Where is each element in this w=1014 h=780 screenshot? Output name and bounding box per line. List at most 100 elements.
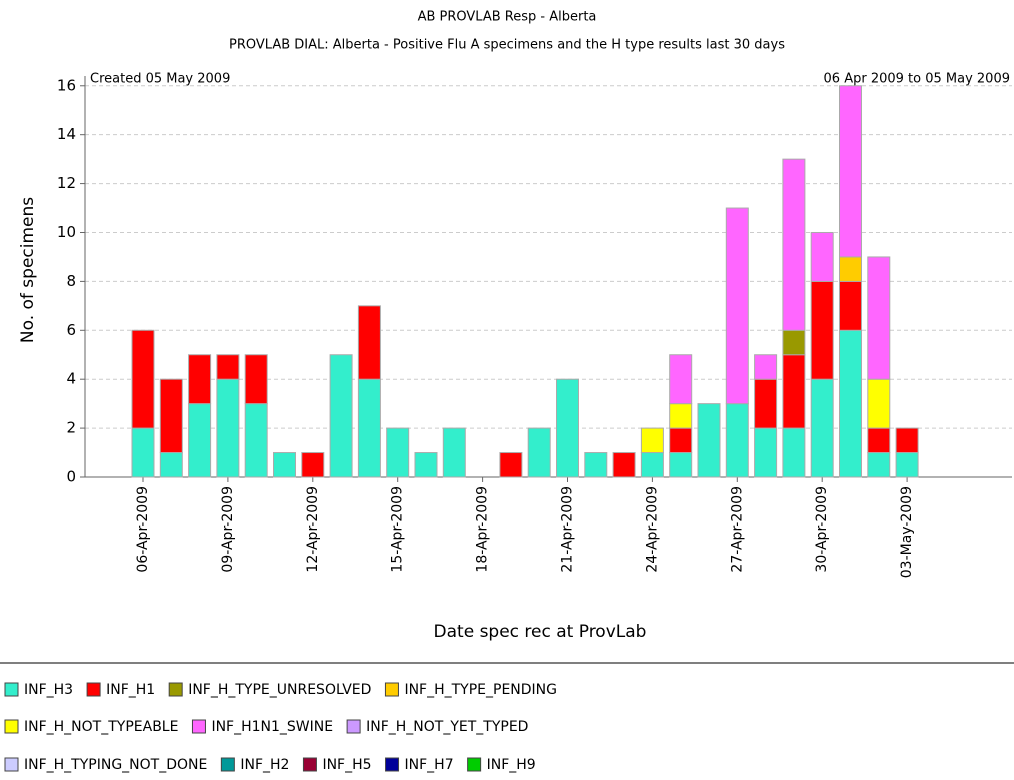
legend-swatch (168, 682, 183, 697)
y-tick-label: 14 (57, 125, 76, 143)
bar-segment (669, 403, 693, 429)
y-tick-label: 10 (57, 223, 76, 241)
x-tick-label: 12-Apr-2009 (305, 486, 321, 573)
bar-segment (640, 452, 664, 478)
y-tick-label: 16 (57, 76, 76, 94)
bar-segment (669, 452, 693, 478)
bar-segment (357, 305, 381, 380)
bar-segment (782, 329, 806, 356)
x-tick-label: 27-Apr-2009 (729, 486, 745, 573)
y-tick-label: 6 (66, 321, 76, 339)
y-tick-label: 0 (66, 468, 76, 486)
bar-segment (527, 427, 551, 478)
plot: 0 2 4 6 8 10 12 14 16 06-Apr-2009 09-Apr-2009 12-Ap… (57, 76, 1012, 578)
bar-segment (782, 354, 806, 429)
bar-segment (188, 403, 212, 478)
bar-segment (244, 403, 268, 478)
x-tick-label: 21-Apr-2009 (560, 486, 576, 573)
bar-segment (867, 378, 891, 429)
bar-segment (414, 452, 438, 478)
bar-segment (357, 378, 381, 478)
bar-segment (386, 427, 410, 478)
legend-label: INF_H3 (24, 682, 73, 698)
bar-segment (895, 427, 919, 454)
annotation: 06 Apr 2009 to 05 May 2009 (824, 72, 1010, 87)
y-tick-label: 12 (57, 174, 76, 192)
bar-segment (244, 354, 268, 405)
legend-label: INF_H_TYPING_NOT_DONE (24, 757, 207, 773)
legend-swatch (4, 682, 19, 697)
bar-segment (216, 354, 240, 380)
bar-segment (839, 280, 862, 331)
legend: INF_H3 INF_H1 INF_H_TYPE_UNRESOLVED INF_H_T… (4, 682, 557, 773)
bar-segment (669, 354, 693, 405)
legend-label: INF_H7 (405, 757, 454, 773)
bar-segment (556, 378, 579, 478)
bar-segment (216, 378, 240, 478)
bar-segment (754, 354, 778, 380)
legend-swatch (4, 719, 19, 734)
bar-segment (640, 427, 664, 454)
bar-segment (697, 403, 721, 478)
bar-segment (867, 256, 891, 380)
chart-title: AB PROVLAB Resp - Alberta (418, 10, 597, 25)
y-tick-label: 2 (66, 419, 76, 437)
bar-segment (159, 452, 183, 478)
bar-segment (612, 452, 636, 478)
bar-segment (895, 452, 919, 478)
legend-label: INF_H9 (487, 757, 536, 773)
bar-segment (810, 280, 834, 380)
x-tick-label: 24-Apr-2009 (644, 486, 660, 573)
bar-segment (669, 427, 693, 454)
bar-segment (782, 427, 806, 478)
legend-label: INF_H5 (322, 757, 371, 773)
legend-label: INF_H2 (240, 757, 289, 773)
bar-segment (584, 452, 608, 478)
bar-segment (499, 452, 523, 478)
legend-label: INF_H1 (106, 682, 155, 698)
legend-swatch (346, 719, 361, 734)
chart-subtitle: PROVLAB DIAL: Alberta - Positive Flu A s… (229, 38, 785, 53)
legend-swatch (220, 757, 235, 772)
legend-swatch (4, 757, 19, 772)
bar-segment (839, 329, 862, 478)
legend-swatch (385, 757, 400, 772)
x-tick-label: 06-Apr-2009 (135, 486, 151, 573)
bar-segment (159, 378, 183, 454)
bar-segment (867, 427, 891, 454)
x-tick-label: 09-Apr-2009 (220, 486, 236, 573)
bar-segment (725, 207, 749, 405)
legend-label: INF_H_TYPE_UNRESOLVED (188, 682, 371, 698)
bar-segment (301, 452, 325, 478)
bar-segment (839, 85, 862, 258)
bar-segment (810, 231, 834, 282)
legend-label: INF_H1N1_SWINE (211, 719, 333, 735)
bar-segment (131, 329, 155, 429)
bar-segment (754, 378, 778, 429)
bar-segment (273, 452, 296, 478)
bar-segment (839, 256, 862, 282)
legend-swatch (302, 757, 317, 772)
legend-label: INF_H_TYPE_PENDING (404, 682, 557, 698)
bar-segment (725, 403, 749, 478)
x-tick-label: 03-May-2009 (899, 486, 915, 578)
y-axis-label: No. of specimens (18, 197, 38, 343)
bar-segment (782, 158, 806, 331)
bar-segment (810, 378, 834, 478)
x-tick-label: 18-Apr-2009 (475, 486, 491, 573)
annotation: Created 05 May 2009 (90, 72, 230, 87)
x-axis-label: Date spec rec at ProvLab (434, 622, 647, 642)
legend-swatch (191, 719, 206, 734)
y-tick-label: 4 (66, 370, 76, 388)
bar-segment (754, 427, 778, 478)
x-tick-label: 30-Apr-2009 (814, 486, 830, 573)
legend-label: INF_H_NOT_YET_TYPED (366, 719, 528, 735)
bar-segment (329, 354, 353, 478)
legend-swatch (467, 757, 482, 772)
bar-segment (867, 452, 891, 478)
legend-swatch (384, 682, 399, 697)
legend-swatch (86, 682, 101, 697)
bar-segment (442, 427, 466, 478)
bar-segment (131, 427, 155, 478)
